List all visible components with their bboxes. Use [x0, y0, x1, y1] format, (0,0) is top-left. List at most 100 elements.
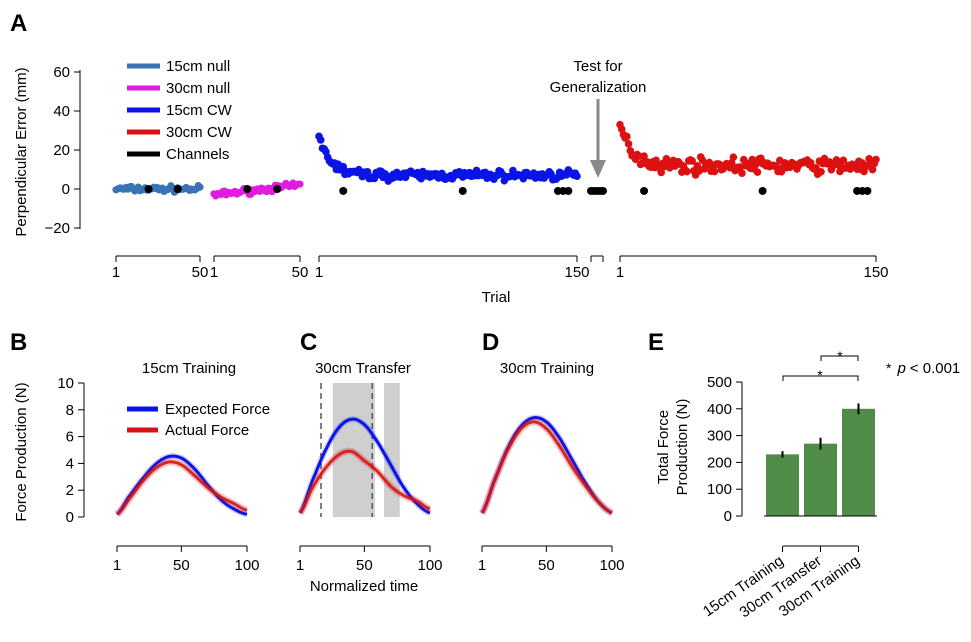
- panel-a-x-tick-label: 50: [292, 264, 309, 281]
- legend-label: Actual Force: [165, 422, 249, 439]
- p-value-star: *: [886, 360, 892, 376]
- trial-point: [573, 172, 581, 181]
- panel-e-y-tick-label: 100: [707, 481, 732, 498]
- panel-letter-b: B: [10, 329, 27, 356]
- trial-point: [753, 168, 762, 176]
- panel-line-chart-group: 1 50 100: [478, 414, 625, 574]
- legend-label: 30cm CW: [166, 124, 233, 141]
- channel-trial-point: [173, 185, 182, 193]
- panel-letter-e: E: [648, 329, 664, 356]
- panel-b-title: 15cm Training: [142, 360, 236, 377]
- significance-bracket-narrow: [820, 355, 859, 361]
- force-line-charts: 1 50 100 1 50 100 1 50 100: [113, 383, 625, 574]
- panel-a-y-label: Perpendicular Error (mm): [13, 67, 30, 236]
- generalization-channel-point: [599, 186, 607, 195]
- actual-force-error-band: [297, 447, 432, 516]
- expected-force-line: [115, 454, 248, 516]
- panel-b-y-tick-label: 6: [66, 429, 74, 446]
- panel-b-legend: Expected Force Actual Force: [127, 401, 270, 439]
- channel-trial-point: [144, 185, 153, 193]
- trial-point: [729, 153, 738, 161]
- panel-e-y-tick-label: 300: [707, 428, 732, 445]
- panel-a-y-tick-label: −20: [45, 220, 70, 237]
- trial-point: [751, 160, 760, 169]
- expected-force-error-band: [297, 416, 432, 516]
- channel-trial-point: [863, 186, 872, 195]
- panel-letter-c: C: [300, 329, 317, 356]
- p-value-note: * p < 0.001: [886, 360, 960, 377]
- trial-point: [640, 152, 648, 160]
- panel-letter-d: D: [482, 329, 499, 356]
- x-tick-label: 50: [173, 557, 190, 574]
- trial-point: [839, 156, 848, 165]
- actual-force-line: [116, 460, 248, 516]
- generalization-annotation: Test for Generalization: [550, 58, 647, 178]
- channel-trial-point: [273, 185, 282, 193]
- trial-point: [623, 132, 631, 141]
- panel-a-y-tick-label: 60: [53, 64, 70, 81]
- legend-label: Channels: [166, 146, 229, 163]
- trial-point: [738, 169, 746, 177]
- panel-d-chart: 30cm Training: [500, 360, 594, 377]
- panel-a-y-tick-label: 0: [62, 181, 70, 198]
- panel-b-y-ticks: 10 8 6 4 2 0: [57, 375, 84, 526]
- panel-a-x-tick-label: 150: [564, 264, 589, 281]
- panel-e-y-tick-label: 500: [707, 374, 732, 391]
- panel-e-y-tick-label: 200: [707, 454, 732, 471]
- p-value-threshold: < 0.001: [910, 360, 960, 377]
- panel-e-y-tick-label: 400: [707, 401, 732, 418]
- trial-point: [296, 180, 304, 188]
- panel-a-y-tick-label: 40: [53, 103, 70, 120]
- significance-star-wide: *: [817, 367, 823, 383]
- panel-c-title: 30cm Transfer: [315, 360, 411, 377]
- trial-point: [657, 168, 666, 177]
- panel-c-x-label: Normalized time: [310, 578, 418, 595]
- force-bar: [842, 408, 875, 516]
- trial-point: [196, 183, 204, 191]
- panel-line-chart-group: 1 50 100: [296, 383, 443, 574]
- trial-point: [624, 140, 633, 148]
- expected-force-line: [298, 417, 431, 515]
- panel-a-x-tick-label: 50: [192, 264, 209, 281]
- panel-b-chart: Force Production (N) 15cm Training 10 8 6 4…: [13, 360, 270, 526]
- trial-point: [872, 155, 880, 164]
- panel-a-legend: 15cm null 30cm null 15cm CW 30cm CW Channels: [127, 58, 233, 163]
- significance-bracket-wide: [782, 375, 859, 381]
- actual-force-line: [480, 420, 613, 515]
- x-tick-label: 100: [599, 557, 624, 574]
- panel-a-x-label: Trial: [482, 289, 511, 306]
- p-value-p: p: [896, 360, 905, 377]
- actual-force-line: [298, 449, 431, 514]
- x-tick-label: 1: [478, 557, 486, 574]
- channel-trial-point: [243, 185, 252, 193]
- panel-a-y-ticks: 60 40 20 0 −20: [45, 64, 80, 237]
- x-tick-label: 50: [356, 557, 373, 574]
- panel-e-y-label-line-1: Total Force: [655, 410, 672, 484]
- shaded-region: [384, 383, 400, 517]
- panel-b-y-tick-label: 0: [66, 509, 74, 526]
- x-tick-label: 1: [113, 557, 121, 574]
- panel-d-title: 30cm Training: [500, 360, 594, 377]
- trial-point: [817, 167, 825, 176]
- panel-a-x-tick-label: 150: [863, 264, 888, 281]
- panel-a-x-tick-label: 1: [616, 264, 624, 281]
- trial-point: [710, 167, 719, 176]
- panel-b-y-tick-label: 4: [66, 455, 74, 472]
- significance-markers: * *: [782, 348, 859, 383]
- legend-label: Expected Force: [165, 401, 270, 418]
- channel-trial-point: [339, 186, 348, 195]
- x-tick-label: 50: [538, 557, 555, 574]
- panel-b-y-tick-label: 10: [57, 375, 74, 392]
- trial-point: [683, 167, 691, 176]
- force-bar: [804, 443, 837, 516]
- panel-a-x-tick-label: 1: [210, 264, 218, 281]
- annotation-line-2: Generalization: [550, 79, 647, 96]
- panel-b-y-tick-label: 2: [66, 482, 74, 499]
- panel-a-data-points: [112, 120, 880, 200]
- panel-a-y-tick-label: 20: [53, 142, 70, 159]
- panel-b-y-label: Force Production (N): [13, 382, 30, 521]
- panel-e-y-tick-label: 0: [724, 508, 732, 525]
- annotation-arrow-head: [590, 160, 606, 178]
